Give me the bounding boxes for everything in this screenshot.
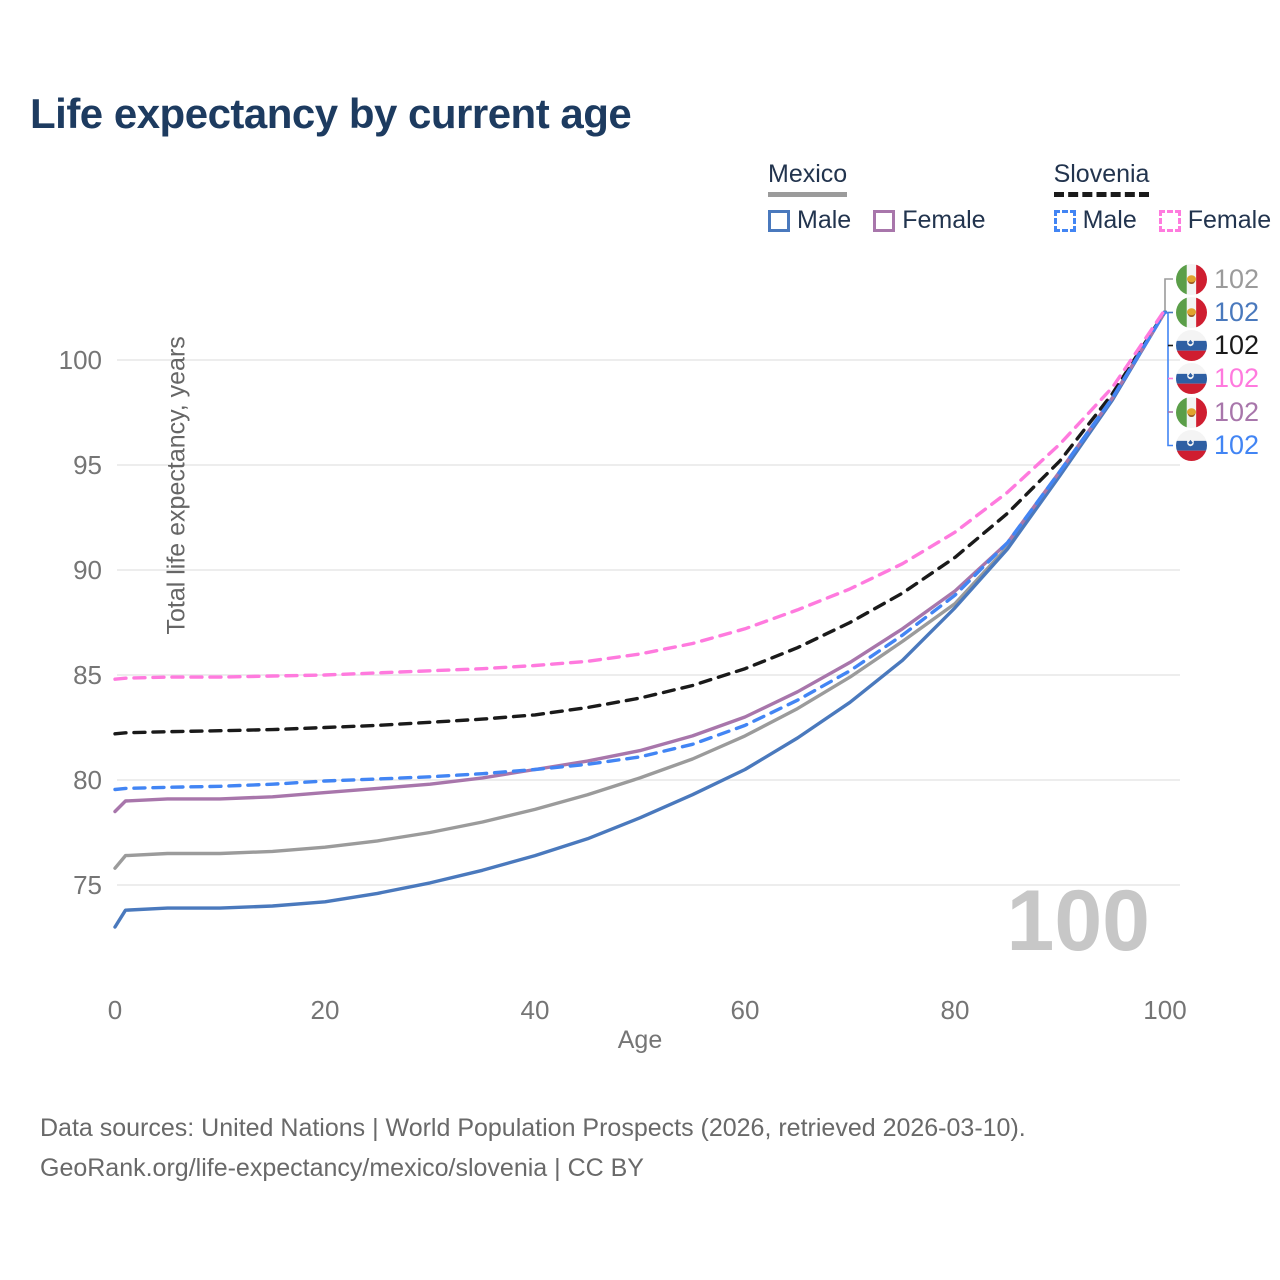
end-label-leader-lines <box>1164 278 1173 447</box>
x-axis-title: Age <box>617 1026 663 1054</box>
mexico-female-swatch-icon <box>873 209 896 232</box>
x-tick-label: 60 <box>731 995 760 1025</box>
legend-group-mexico: Mexico Male Female <box>768 160 986 235</box>
mexico-male-swatch-icon <box>768 209 790 232</box>
legend-item-label: Female <box>1187 206 1272 234</box>
legend-items-mexico: Male Female <box>768 206 986 235</box>
series-line-slovenia-female <box>113 307 1167 681</box>
legend-item-slovenia-male[interactable]: Male <box>1053 206 1137 235</box>
footer: Data sources: United Nations | World Pop… <box>40 1108 1026 1188</box>
footer-line-1: Data sources: United Nations | World Pop… <box>40 1114 1026 1142</box>
legend-item-label: Female <box>902 206 986 234</box>
x-tick-label: 100 <box>1143 995 1186 1025</box>
legend-item-slovenia-female[interactable]: Female <box>1158 206 1272 235</box>
legend-group-title-slovenia: Slovenia <box>1053 160 1150 197</box>
legend-item-mexico-male[interactable]: Male <box>768 206 851 235</box>
gridlines <box>117 359 1180 886</box>
legend-group-slovenia: Slovenia Male Female <box>1053 160 1272 235</box>
series-line-slovenia-male <box>113 310 1167 792</box>
legend-group-title-mexico: Mexico <box>768 160 848 197</box>
y-tick-label: 75 <box>73 870 102 900</box>
x-tick-label: 20 <box>311 995 340 1025</box>
legend-item-label: Male <box>797 206 852 234</box>
series-line-mexico-male <box>113 310 1167 929</box>
legend-items-slovenia: Male Female <box>1053 206 1272 235</box>
slovenia-male-swatch-icon <box>1053 209 1076 232</box>
y-tick-label: 80 <box>73 765 102 795</box>
y-tick-label: 100 <box>59 345 102 375</box>
legend-item-mexico-female[interactable]: Female <box>873 206 986 235</box>
series-line-mexico-female <box>113 310 1167 814</box>
leader-line <box>1164 278 1173 311</box>
y-axis-tick-labels: 75 80 85 90 95 100 <box>59 345 102 900</box>
slovenia-female-swatch-icon <box>1158 209 1181 232</box>
y-tick-label: 85 <box>73 660 102 690</box>
x-tick-label: 40 <box>521 995 550 1025</box>
footer-line-2: GeoRank.org/life-expectancy/mexico/slove… <box>40 1154 644 1182</box>
legend-item-label: Male <box>1082 206 1137 234</box>
series-line-slovenia-total <box>113 310 1167 736</box>
y-tick-label: 95 <box>73 450 102 480</box>
x-axis-tick-labels: 0 20 40 60 80 100 <box>108 995 1187 1025</box>
age-watermark: 100 <box>1007 873 1151 969</box>
page-title: Life expectancy by current age <box>30 90 632 137</box>
y-axis-title: Total life expectancy, years <box>162 336 191 635</box>
x-tick-label: 80 <box>941 995 970 1025</box>
series-lines <box>113 307 1167 929</box>
y-tick-label: 90 <box>73 555 102 585</box>
series-line-mexico-total <box>113 310 1167 870</box>
legend: Mexico Male Female Slovenia Male <box>768 160 1271 235</box>
x-tick-label: 0 <box>108 995 122 1025</box>
